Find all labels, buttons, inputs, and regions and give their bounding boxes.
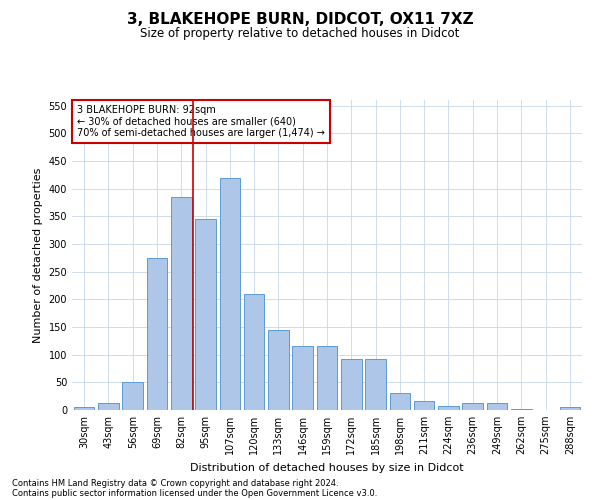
Bar	[389, 394, 410, 410]
Bar	[487, 404, 508, 410]
Bar	[171, 197, 191, 410]
Bar	[463, 404, 483, 410]
Bar	[341, 359, 362, 410]
Bar	[220, 178, 240, 410]
Text: 3 BLAKEHOPE BURN: 92sqm
← 30% of detached houses are smaller (640)
70% of semi-d: 3 BLAKEHOPE BURN: 92sqm ← 30% of detache…	[77, 104, 325, 138]
Bar	[122, 382, 143, 410]
Bar	[414, 400, 434, 410]
Bar	[292, 346, 313, 410]
Bar	[74, 407, 94, 410]
Bar	[511, 409, 532, 410]
Bar	[98, 404, 119, 410]
X-axis label: Distribution of detached houses by size in Didcot: Distribution of detached houses by size …	[190, 462, 464, 472]
Text: 3, BLAKEHOPE BURN, DIDCOT, OX11 7XZ: 3, BLAKEHOPE BURN, DIDCOT, OX11 7XZ	[127, 12, 473, 28]
Text: Size of property relative to detached houses in Didcot: Size of property relative to detached ho…	[140, 28, 460, 40]
Text: Contains public sector information licensed under the Open Government Licence v3: Contains public sector information licen…	[12, 488, 377, 498]
Bar	[268, 330, 289, 410]
Bar	[317, 346, 337, 410]
Bar	[244, 294, 265, 410]
Bar	[560, 407, 580, 410]
Bar	[146, 258, 167, 410]
Bar	[195, 219, 216, 410]
Text: Contains HM Land Registry data © Crown copyright and database right 2024.: Contains HM Land Registry data © Crown c…	[12, 478, 338, 488]
Bar	[365, 359, 386, 410]
Y-axis label: Number of detached properties: Number of detached properties	[33, 168, 43, 342]
Bar	[438, 406, 459, 410]
